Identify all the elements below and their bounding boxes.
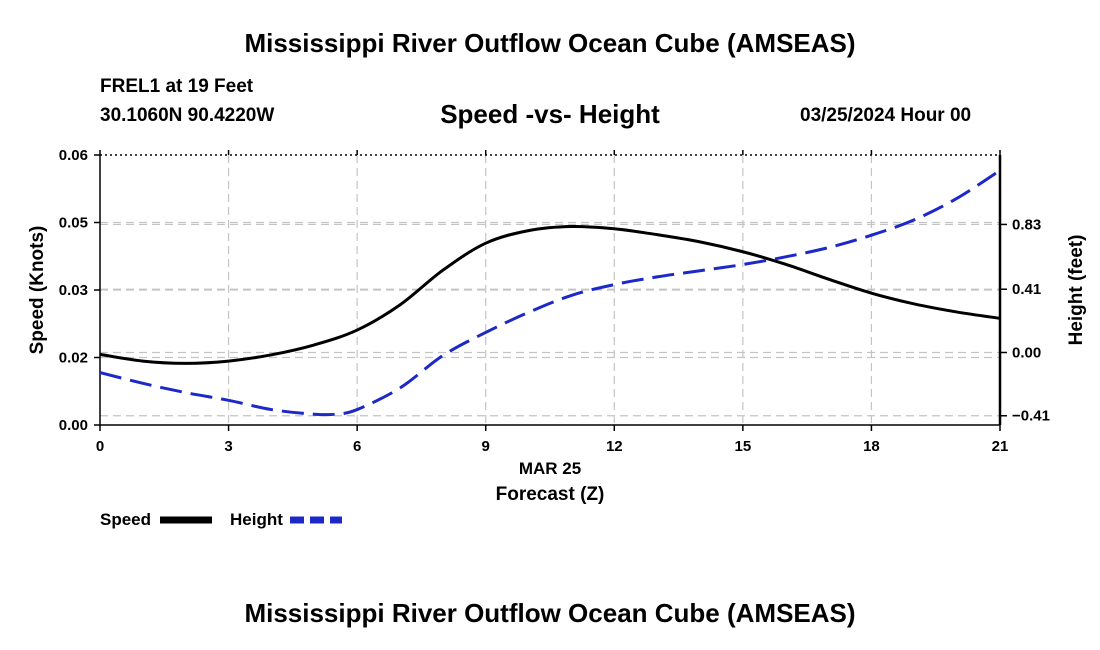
legend-speed-label: Speed [100, 510, 151, 529]
speed-series-line [99, 225, 1001, 365]
legend-height-label: Height [230, 510, 283, 529]
forecast-datetime: 03/25/2024 Hour 00 [800, 105, 972, 126]
station-coordinates: 30.1060N 90.4220W [100, 105, 275, 126]
x-axis-title: Forecast (Z) [496, 484, 605, 505]
x-tick-label: 15 [735, 438, 752, 455]
y-tick-label: 0.00 [59, 417, 88, 434]
grid [100, 155, 1000, 425]
speed-height-chart: 0 3 6 9 12 15 18 21 0.00 0.02 0.03 0.05 0.06 −0.41 0.0… [27, 147, 1087, 529]
height-series-line [99, 169, 1001, 417]
y-tick-label: 0.02 [59, 350, 88, 367]
ticks: 0 3 6 9 12 15 18 21 0.00 0.02 0.03 0.05 0.06 −0.41 0.0… [59, 147, 1050, 455]
y2-axis-title: Height (feet) [1066, 235, 1087, 346]
legend: Speed Height [100, 510, 342, 529]
x-tick-label: 3 [224, 438, 232, 455]
y2-tick-label: 0.41 [1012, 281, 1041, 298]
x-tick-label: 21 [992, 438, 1009, 455]
axes [99, 154, 1002, 426]
y2-tick-label: 0.83 [1012, 216, 1041, 233]
x-tick-label: 9 [482, 438, 490, 455]
y2-tick-label: 0.00 [1012, 344, 1041, 361]
x-tick-label: 12 [606, 438, 623, 455]
y-tick-label: 0.06 [59, 147, 88, 164]
x-axis-date-label: MAR 25 [519, 459, 581, 478]
series [99, 169, 1001, 417]
x-tick-label: 6 [353, 438, 361, 455]
station-label: FREL1 at 19 Feet [100, 76, 254, 97]
footer-title: Mississippi River Outflow Ocean Cube (AM… [244, 598, 856, 628]
chart-main-title: Mississippi River Outflow Ocean Cube (AM… [244, 28, 856, 58]
chart-subtitle: Speed -vs- Height [440, 99, 660, 129]
x-tick-label: 0 [96, 438, 104, 455]
y-tick-label: 0.03 [59, 282, 88, 299]
x-tick-label: 18 [863, 438, 880, 455]
y-tick-label: 0.05 [59, 215, 88, 232]
y2-tick-label: −0.41 [1012, 408, 1050, 425]
y-axis-title: Speed (Knots) [27, 226, 48, 355]
